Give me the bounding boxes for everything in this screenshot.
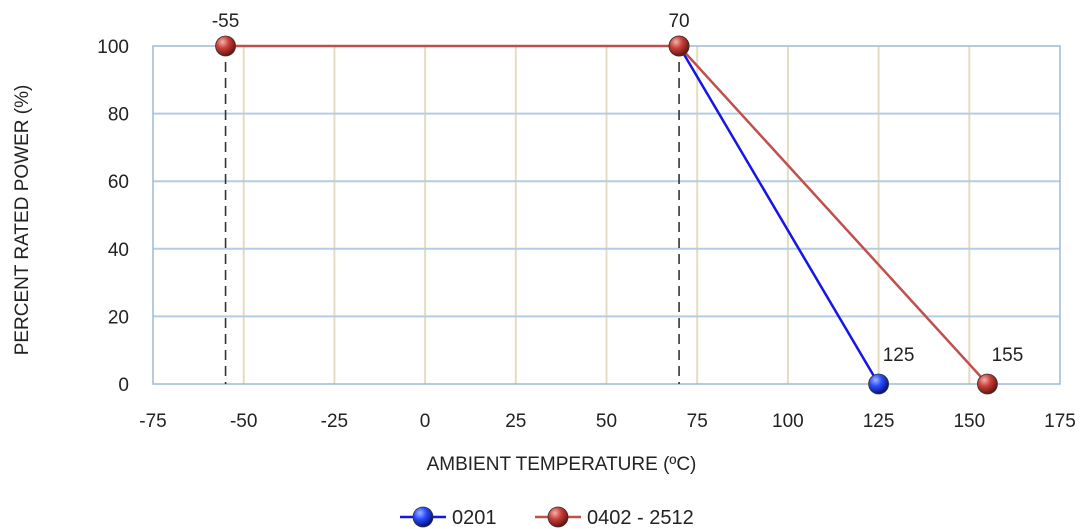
x-tick-label: 50 xyxy=(596,411,617,432)
y-tick-label: 100 xyxy=(97,37,129,58)
x-tick-label: 100 xyxy=(772,411,804,432)
x-tick-label: 25 xyxy=(505,411,526,432)
y-axis-ticks: 0 20 40 60 80 100 xyxy=(97,37,129,396)
point-label: 70 xyxy=(668,11,689,32)
point-label: -55 xyxy=(212,11,239,32)
y-tick-label: 0 xyxy=(118,375,129,396)
x-axis-title: AMBIENT TEMPERATURE (ºC) xyxy=(427,454,697,475)
data-point xyxy=(868,373,889,395)
x-tick-label: -75 xyxy=(139,411,166,432)
x-tick-label: 150 xyxy=(953,411,985,432)
legend-label-0: 0201 xyxy=(452,507,497,529)
point-annotations: -55 70 125 155 xyxy=(212,11,1023,366)
x-tick-label: 0 xyxy=(420,411,431,432)
y-tick-label: 20 xyxy=(108,307,129,328)
point-label: 155 xyxy=(992,345,1024,366)
x-tick-label: 75 xyxy=(687,411,708,432)
legend-marker-0 xyxy=(412,506,434,528)
x-tick-label: 175 xyxy=(1044,411,1076,432)
point-label: 125 xyxy=(883,345,915,366)
legend-label-1: 0402 - 2512 xyxy=(587,507,694,529)
x-tick-label: -50 xyxy=(230,411,257,432)
x-tick-label: 125 xyxy=(863,411,895,432)
y-tick-label: 80 xyxy=(108,105,129,126)
y-axis-title: PERCENT RATED POWER (%) xyxy=(12,85,33,356)
gridlines xyxy=(153,46,1060,384)
series-line-0 xyxy=(677,45,880,385)
legend: 0201 0402 - 2512 xyxy=(400,506,694,529)
y-tick-label: 60 xyxy=(108,172,129,193)
markers xyxy=(215,35,998,395)
y-tick-label: 40 xyxy=(108,240,129,261)
x-tick-label: -25 xyxy=(321,411,348,432)
x-axis-ticks: -75 -50 -25 0 25 50 75 100 125 150 175 xyxy=(139,411,1076,432)
legend-marker-1 xyxy=(547,506,569,528)
data-point xyxy=(668,35,690,57)
reference-lines xyxy=(224,46,680,384)
data-point xyxy=(215,35,236,57)
data-point xyxy=(977,373,998,395)
